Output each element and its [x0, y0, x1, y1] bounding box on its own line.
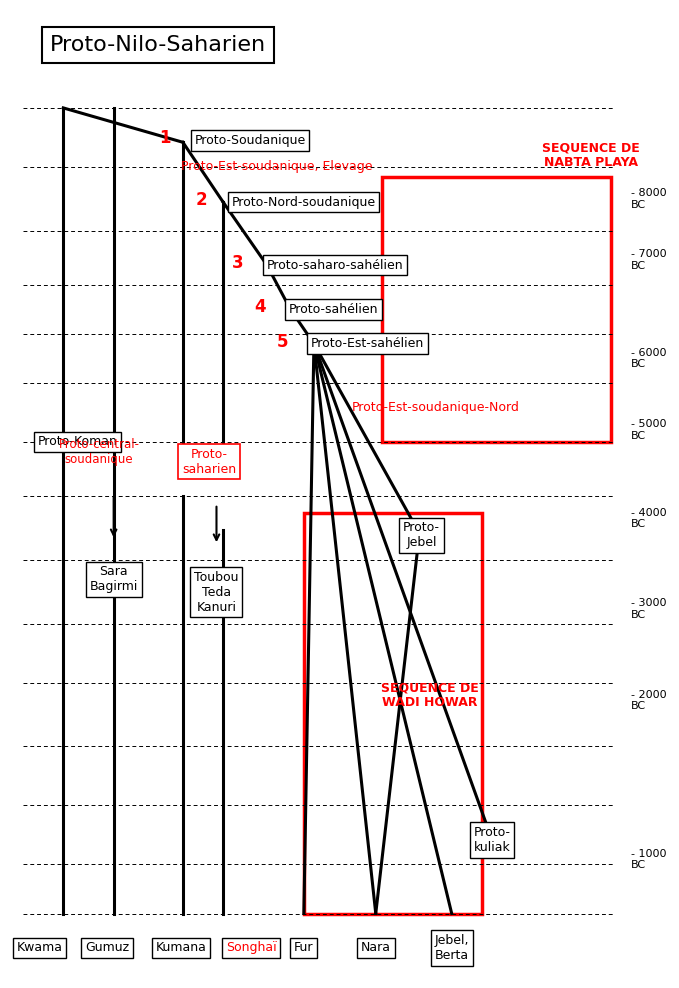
Text: - 1000
BC: - 1000 BC: [631, 849, 667, 870]
Text: Proto-Nilo-Saharien: Proto-Nilo-Saharien: [50, 35, 266, 55]
Text: Proto-Est-sahélien: Proto-Est-sahélien: [310, 337, 424, 350]
Text: Proto-central-
soudanique: Proto-central- soudanique: [58, 438, 139, 465]
Bar: [304, 513, 482, 914]
Bar: [382, 177, 611, 442]
Text: Proto-
kuliak: Proto- kuliak: [473, 826, 511, 854]
Text: Gumuz: Gumuz: [85, 942, 129, 954]
Text: - 8000
BC: - 8000 BC: [631, 189, 667, 210]
Text: Fur: Fur: [294, 942, 314, 954]
Text: Toubou
Teda
Kanuri: Toubou Teda Kanuri: [194, 571, 239, 614]
Text: Kwama: Kwama: [17, 942, 62, 954]
Text: Sara
Bagirmi: Sara Bagirmi: [90, 565, 138, 594]
Text: Songhaï: Songhaï: [226, 942, 277, 954]
Text: 2: 2: [196, 192, 208, 209]
Text: Nara: Nara: [361, 942, 390, 954]
Text: - 5000
BC: - 5000 BC: [631, 419, 667, 441]
Text: - 2000
BC: - 2000 BC: [631, 690, 667, 711]
Text: Proto-Est-soudanique, Elevage: Proto-Est-soudanique, Elevage: [181, 160, 372, 173]
Text: - 3000
BC: - 3000 BC: [631, 598, 667, 619]
Text: Proto-
saharien: Proto- saharien: [182, 448, 236, 475]
Text: Proto-Koman: Proto-Koman: [38, 436, 117, 449]
Text: Proto-Est-soudanique-Nord: Proto-Est-soudanique-Nord: [352, 401, 520, 414]
Text: - 7000
BC: - 7000 BC: [631, 249, 667, 271]
Text: 1: 1: [160, 129, 171, 147]
Text: - 4000
BC: - 4000 BC: [631, 508, 667, 530]
Text: SEQUENCE DE
NABTA PLAYA: SEQUENCE DE NABTA PLAYA: [542, 141, 640, 169]
Text: Proto-Soudanique: Proto-Soudanique: [194, 133, 306, 147]
Text: Proto-saharo-sahélien: Proto-saharo-sahélien: [267, 259, 403, 272]
Text: 3: 3: [232, 254, 243, 272]
Text: Proto-
Jebel: Proto- Jebel: [403, 522, 440, 549]
Text: Proto-Nord-soudanique: Proto-Nord-soudanique: [232, 196, 375, 208]
Text: 4: 4: [255, 298, 266, 316]
Text: SEQUENCE DE
WADI HOWAR: SEQUENCE DE WADI HOWAR: [381, 682, 479, 709]
Text: 5: 5: [277, 333, 289, 351]
Text: Proto-sahélien: Proto-sahélien: [289, 302, 378, 316]
Text: - 6000
BC: - 6000 BC: [631, 348, 667, 370]
Text: Jebel,
Berta: Jebel, Berta: [435, 934, 469, 962]
Text: Kumana: Kumana: [155, 942, 206, 954]
